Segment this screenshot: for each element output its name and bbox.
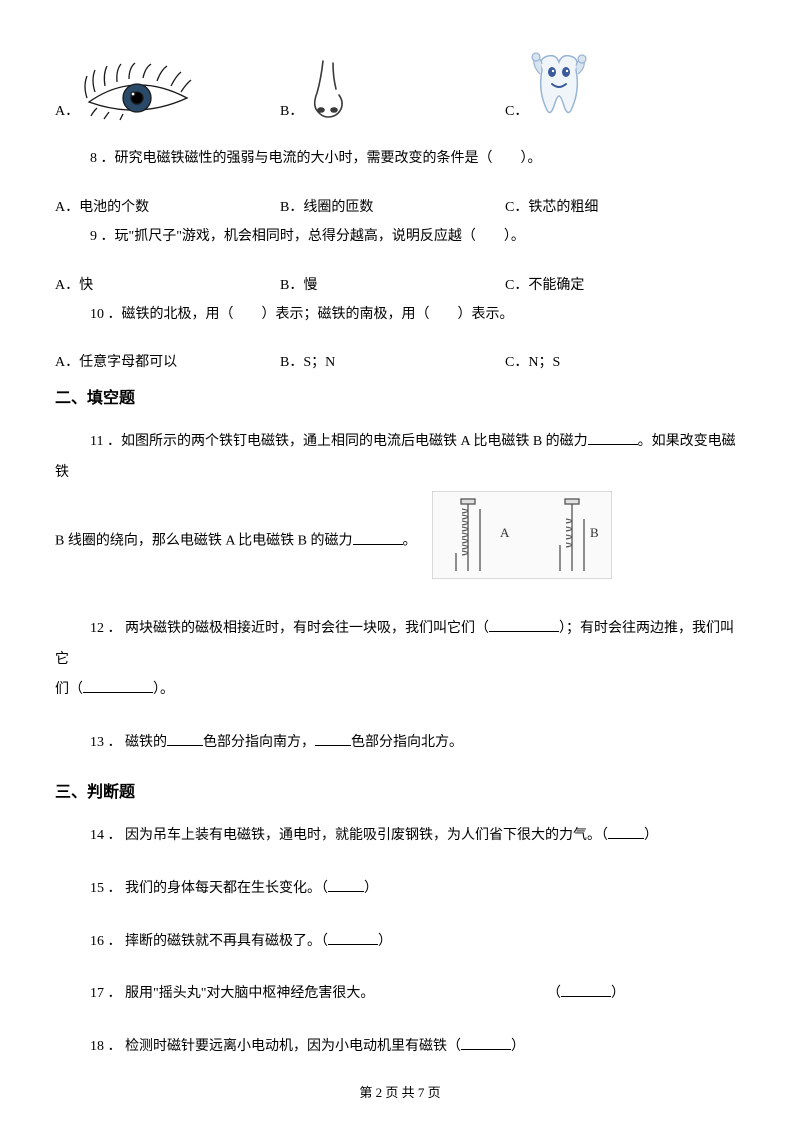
blank: [167, 732, 203, 746]
q15: 15 ． 我们的身体每天都在生长变化。（ ）: [55, 874, 745, 905]
diagram-label-a: A: [500, 525, 510, 540]
blank: [461, 1036, 511, 1050]
blank: [608, 825, 644, 839]
q11: 11 ．如图所示的两个铁钉电磁铁，通上相同的电流后电磁铁 A 比电磁铁 B 的磁…: [55, 427, 745, 591]
q14-line: 14 ． 因为吊车上装有电磁铁，通电时，就能吸引废钢铁，为人们省下很大的力气。（…: [55, 821, 745, 852]
blank: [328, 931, 378, 945]
q7-choices: A．: [55, 50, 745, 122]
q14: 14 ． 因为吊车上装有电磁铁，通电时，就能吸引废钢铁，为人们省下很大的力气。（…: [55, 821, 745, 852]
q17: 17 ． 服用"摇头丸"对大脑中枢神经危害很大。 （）: [55, 979, 745, 1010]
q11-line1: 11 ．如图所示的两个铁钉电磁铁，通上相同的电流后电磁铁 A 比电磁铁 B 的磁…: [55, 427, 745, 489]
q15-line: 15 ． 我们的身体每天都在生长变化。（ ）: [55, 874, 745, 905]
q17-num: 17 ．: [90, 986, 122, 1001]
blank: [315, 732, 351, 746]
q16-t2: ）: [378, 934, 392, 949]
q17-line: 17 ． 服用"摇头丸"对大脑中枢神经危害很大。 （）: [55, 979, 745, 1010]
q9: 9 ．玩"抓尺子"游戏，机会相同时，总得分越高，说明反应越（ ）。: [55, 222, 745, 253]
q13: 13 ． 磁铁的 色部分指向南方， 色部分指向北方。: [55, 728, 745, 759]
q10-num: 10 ．: [90, 307, 122, 322]
q14-t2: ）: [644, 828, 658, 843]
choice-b: B．: [280, 57, 505, 122]
opt-b-label: B．: [280, 101, 303, 122]
q12-line1: 12 ． 两块磁铁的磁极相接近时，有时会往一块吸，我们叫它们（）；有时会往两边推…: [55, 614, 745, 676]
q8-num: 8 ．: [90, 151, 115, 166]
eye-icon: [79, 62, 194, 122]
q12-line2: 们（ ）。: [55, 675, 745, 706]
q16-num: 16 ．: [90, 934, 122, 949]
blank: [489, 618, 559, 632]
blank: [83, 679, 153, 693]
q9-choices: A．快 B．慢 C．不能确定: [55, 275, 745, 296]
q10-b: B．S；N: [280, 352, 505, 373]
q10-c: C．N；S: [505, 352, 730, 373]
q16: 16 ． 摔断的磁铁就不再具有磁极了。（ ）: [55, 927, 745, 958]
q12-t4: ）。: [153, 682, 174, 697]
q10-choices: A．任意字母都可以 B．S；N C．N；S: [55, 352, 745, 373]
q8-b: B．线圈的匝数: [280, 197, 505, 218]
section-3-heading: 三、判断题: [55, 781, 745, 805]
q9-text: 玩"抓尺子"游戏，机会相同时，总得分越高，说明反应越（ ）。: [115, 229, 525, 244]
choice-c: C．: [505, 50, 730, 122]
diagram-label-b: B: [590, 525, 599, 540]
q11-t1: 如图所示的两个铁钉电磁铁，通上相同的电流后电磁铁 A 比电磁铁 B 的磁力: [121, 434, 588, 449]
q12-t3: 们（: [55, 682, 83, 697]
opt-c-label: C．: [505, 101, 528, 122]
q17-t3: ）: [611, 986, 625, 1001]
q9-num: 9 ．: [90, 229, 115, 244]
choice-a: A．: [55, 62, 280, 122]
electromagnet-diagram: A B: [432, 491, 612, 592]
section-2-heading: 二、填空题: [55, 387, 745, 411]
q8: 8 ．研究电磁铁磁性的强弱与电流的大小时，需要改变的条件是（ ）。: [55, 144, 745, 175]
q10-text: 磁铁的北极，用（ ）表示；磁铁的南极，用（ ）表示。: [122, 307, 514, 322]
q9-a: A．快: [55, 275, 280, 296]
q17-t2: （: [547, 986, 561, 1001]
q8-choices: A．电池的个数 B．线圈的匝数 C．铁芯的粗细: [55, 197, 745, 218]
q13-line: 13 ． 磁铁的 色部分指向南方， 色部分指向北方。: [55, 728, 745, 759]
q8-c: C．铁芯的粗细: [505, 197, 730, 218]
tooth-icon: [528, 50, 590, 122]
q10-stem: 10 ．磁铁的北极，用（ ）表示；磁铁的南极，用（ ）表示。: [55, 300, 745, 331]
q18-t2: ）: [511, 1039, 525, 1054]
q11-line2: B 线圈的绕向，那么电磁铁 A 比电磁铁 B 的磁力 。 A: [55, 491, 745, 592]
q9-c: C．不能确定: [505, 275, 730, 296]
blank: [328, 878, 364, 892]
q18-num: 18 ．: [90, 1039, 122, 1054]
q18: 18 ． 检测时磁针要远离小电动机，因为小电动机里有磁铁（ ）: [55, 1032, 745, 1063]
q12-num: 12 ．: [90, 621, 122, 636]
opt-a-label: A．: [55, 101, 79, 122]
q15-t1: 我们的身体每天都在生长变化。（: [122, 881, 329, 896]
q15-t2: ）: [364, 881, 378, 896]
q18-t1: 检测时磁针要远离小电动机，因为小电动机里有磁铁（: [122, 1039, 462, 1054]
q9-stem: 9 ．玩"抓尺子"游戏，机会相同时，总得分越高，说明反应越（ ）。: [55, 222, 745, 253]
q9-b: B．慢: [280, 275, 505, 296]
q16-t1: 摔断的磁铁就不再具有磁极了。（: [122, 934, 329, 949]
q12: 12 ． 两块磁铁的磁极相接近时，有时会往一块吸，我们叫它们（）；有时会往两边推…: [55, 614, 745, 706]
q10-a: A．任意字母都可以: [55, 352, 280, 373]
q14-num: 14 ．: [90, 828, 122, 843]
q13-t1: 磁铁的: [122, 735, 168, 750]
q11-t3: B 线圈的绕向，那么电磁铁 A 比电磁铁 B 的磁力: [55, 534, 353, 549]
q8-stem: 8 ．研究电磁铁磁性的强弱与电流的大小时，需要改变的条件是（ ）。: [55, 144, 745, 175]
q8-text: 研究电磁铁磁性的强弱与电流的大小时，需要改变的条件是（ ）。: [115, 151, 542, 166]
q16-line: 16 ． 摔断的磁铁就不再具有磁极了。（ ）: [55, 927, 745, 958]
q11-num: 11 ．: [90, 434, 121, 449]
q11-t4: 。: [403, 534, 417, 549]
q13-t3: 色部分指向北方。: [351, 735, 463, 750]
choice-row: A．: [55, 50, 745, 122]
page-footer: 第 2 页 共 7 页: [0, 1083, 800, 1103]
q14-t1: 因为吊车上装有电磁铁，通电时，就能吸引废钢铁，为人们省下很大的力气。（: [122, 828, 609, 843]
q17-t1: 服用"摇头丸"对大脑中枢神经危害很大。: [122, 986, 375, 1001]
q10: 10 ．磁铁的北极，用（ ）表示；磁铁的南极，用（ ）表示。: [55, 300, 745, 331]
q13-num: 13 ．: [90, 735, 122, 750]
q13-t2: 色部分指向南方，: [203, 735, 315, 750]
q12-t1: 两块磁铁的磁极相接近时，有时会往一块吸，我们叫它们（: [122, 621, 490, 636]
q17-paren: （）: [512, 979, 625, 1010]
blank: [561, 983, 611, 997]
q18-line: 18 ． 检测时磁针要远离小电动机，因为小电动机里有磁铁（ ）: [55, 1032, 745, 1063]
nose-icon: [303, 57, 353, 122]
blank: [588, 431, 638, 445]
blank: [353, 531, 403, 545]
q15-num: 15 ．: [90, 881, 122, 896]
q8-a: A．电池的个数: [55, 197, 280, 218]
